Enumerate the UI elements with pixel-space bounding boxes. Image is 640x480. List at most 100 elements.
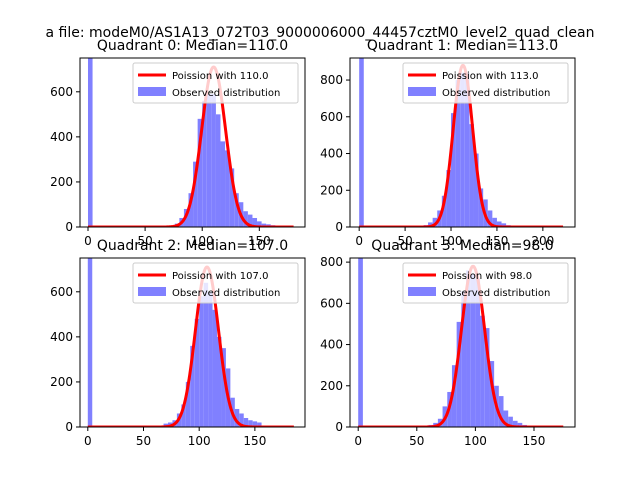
legend-label: Poission with 98.0 xyxy=(442,271,532,282)
y-tick-label: 400 xyxy=(320,338,343,352)
histogram-bar xyxy=(257,221,262,227)
histogram-bar xyxy=(202,100,207,227)
plot-area xyxy=(357,258,565,427)
y-tick-label: 0 xyxy=(335,420,343,434)
histogram-bar xyxy=(203,282,209,427)
x-tick-label: 200 xyxy=(531,234,554,248)
histogram-bar xyxy=(212,309,218,427)
histogram-bar xyxy=(181,404,186,427)
histogram-bar xyxy=(243,417,249,427)
histogram-bar xyxy=(428,222,433,227)
histogram-bar xyxy=(225,150,230,227)
histogram-bar xyxy=(496,221,502,227)
histogram-bar xyxy=(480,315,485,427)
legend-box xyxy=(402,262,569,304)
histogram-bar xyxy=(503,410,509,427)
histogram-bar xyxy=(211,94,216,227)
histogram-bar xyxy=(498,396,504,427)
y-tick-label: 400 xyxy=(50,130,73,144)
legend-label: Poission with 107.0 xyxy=(172,271,268,282)
histogram-bar xyxy=(239,413,244,427)
y-tick-label: 400 xyxy=(50,330,73,344)
histogram-bar xyxy=(466,270,471,427)
subplot-title: Quadrant 1: Median=113.0 xyxy=(367,38,558,54)
legend-label: Observed distribution xyxy=(172,88,280,99)
histogram-bar xyxy=(358,258,363,427)
y-tick-label: 200 xyxy=(50,175,73,189)
x-tick-label: 150 xyxy=(485,234,508,248)
legend-label: Observed distribution xyxy=(442,288,550,299)
histogram-bar xyxy=(185,381,191,427)
histogram-bar xyxy=(456,321,462,427)
legend-bar-swatch xyxy=(408,87,436,96)
y-tick-label: 600 xyxy=(50,285,73,299)
histogram-bar xyxy=(359,58,364,227)
x-tick-label: 150 xyxy=(243,434,266,448)
histogram-bar xyxy=(451,365,457,427)
x-tick-label: 100 xyxy=(440,234,463,248)
histogram-bar xyxy=(248,420,253,427)
histogram-bar xyxy=(460,72,465,227)
histogram-bar xyxy=(197,118,203,227)
plot-area xyxy=(86,258,295,427)
histogram-bar xyxy=(252,217,258,227)
x-tick-label: 50 xyxy=(136,434,151,448)
histogram-bar xyxy=(517,422,523,427)
y-tick-label: 200 xyxy=(320,379,343,393)
y-tick-label: 600 xyxy=(320,296,343,310)
histogram-bar xyxy=(194,318,200,427)
histogram-bar xyxy=(221,348,226,427)
histogram-bar xyxy=(461,290,467,427)
histogram-bar xyxy=(484,328,490,427)
histogram-bar xyxy=(234,193,239,227)
legend-label: Observed distribution xyxy=(442,88,550,99)
histogram-bar xyxy=(455,80,461,227)
subplot-3: 0 50 100 150 0 200 400 600 800 Quadrant 3: Median… xyxy=(320,238,576,448)
histogram-bar xyxy=(252,421,258,427)
histogram-bar xyxy=(206,94,212,227)
y-tick-label: 800 xyxy=(320,255,343,269)
axes-frame xyxy=(349,57,576,228)
legend-label: Observed distribution xyxy=(172,288,280,299)
x-tick-label: 0 xyxy=(354,434,362,448)
histogram-bar xyxy=(193,161,198,227)
legend-bar-swatch xyxy=(138,287,166,296)
histogram-bar xyxy=(215,114,221,227)
x-tick-label: 100 xyxy=(464,434,487,448)
subplot-title: Quadrant 0: Median=110.0 xyxy=(97,38,288,54)
histogram-bar xyxy=(451,113,456,227)
histogram-bar xyxy=(208,291,213,427)
histogram-bar xyxy=(492,217,497,227)
y-tick-label: 400 xyxy=(320,147,343,161)
subplot-title: Quadrant 2: Median=107.0 xyxy=(97,238,288,254)
histogram-bar xyxy=(243,211,248,227)
histogram-bar xyxy=(441,195,447,227)
histogram-bar xyxy=(234,408,240,427)
axes-frame xyxy=(79,57,306,228)
subplot-1: 0 50 100 150 200 0 200 400 600 800 Quadrant 1: Med… xyxy=(320,38,576,248)
axes-frame xyxy=(349,257,576,428)
histogram-bar xyxy=(475,278,481,427)
histogram-bar xyxy=(247,214,253,227)
histogram-bar xyxy=(190,345,195,427)
y-tick-label: 0 xyxy=(65,420,73,434)
x-tick-label: 0 xyxy=(355,234,363,248)
histogram-bar xyxy=(199,296,204,427)
subplot-0: 0 50 100 150 0 200 400 600 Quadrant 0: Median=11… xyxy=(50,38,306,248)
legend-box xyxy=(402,62,569,104)
x-tick-label: 100 xyxy=(191,234,214,248)
y-tick-label: 0 xyxy=(335,220,343,234)
x-tick-label: 50 xyxy=(137,234,152,248)
histogram-bar xyxy=(261,223,267,227)
legend-label: Poission with 113.0 xyxy=(442,71,538,82)
histogram-bar xyxy=(229,168,235,227)
histogram-bar xyxy=(469,124,474,227)
histogram-bar xyxy=(487,210,493,227)
histogram-bar xyxy=(473,153,479,227)
histogram-bar xyxy=(257,422,262,427)
y-tick-label: 200 xyxy=(320,183,343,197)
histogram-bar xyxy=(220,141,226,227)
x-tick-label: 150 xyxy=(248,234,271,248)
x-tick-label: 50 xyxy=(397,234,412,248)
